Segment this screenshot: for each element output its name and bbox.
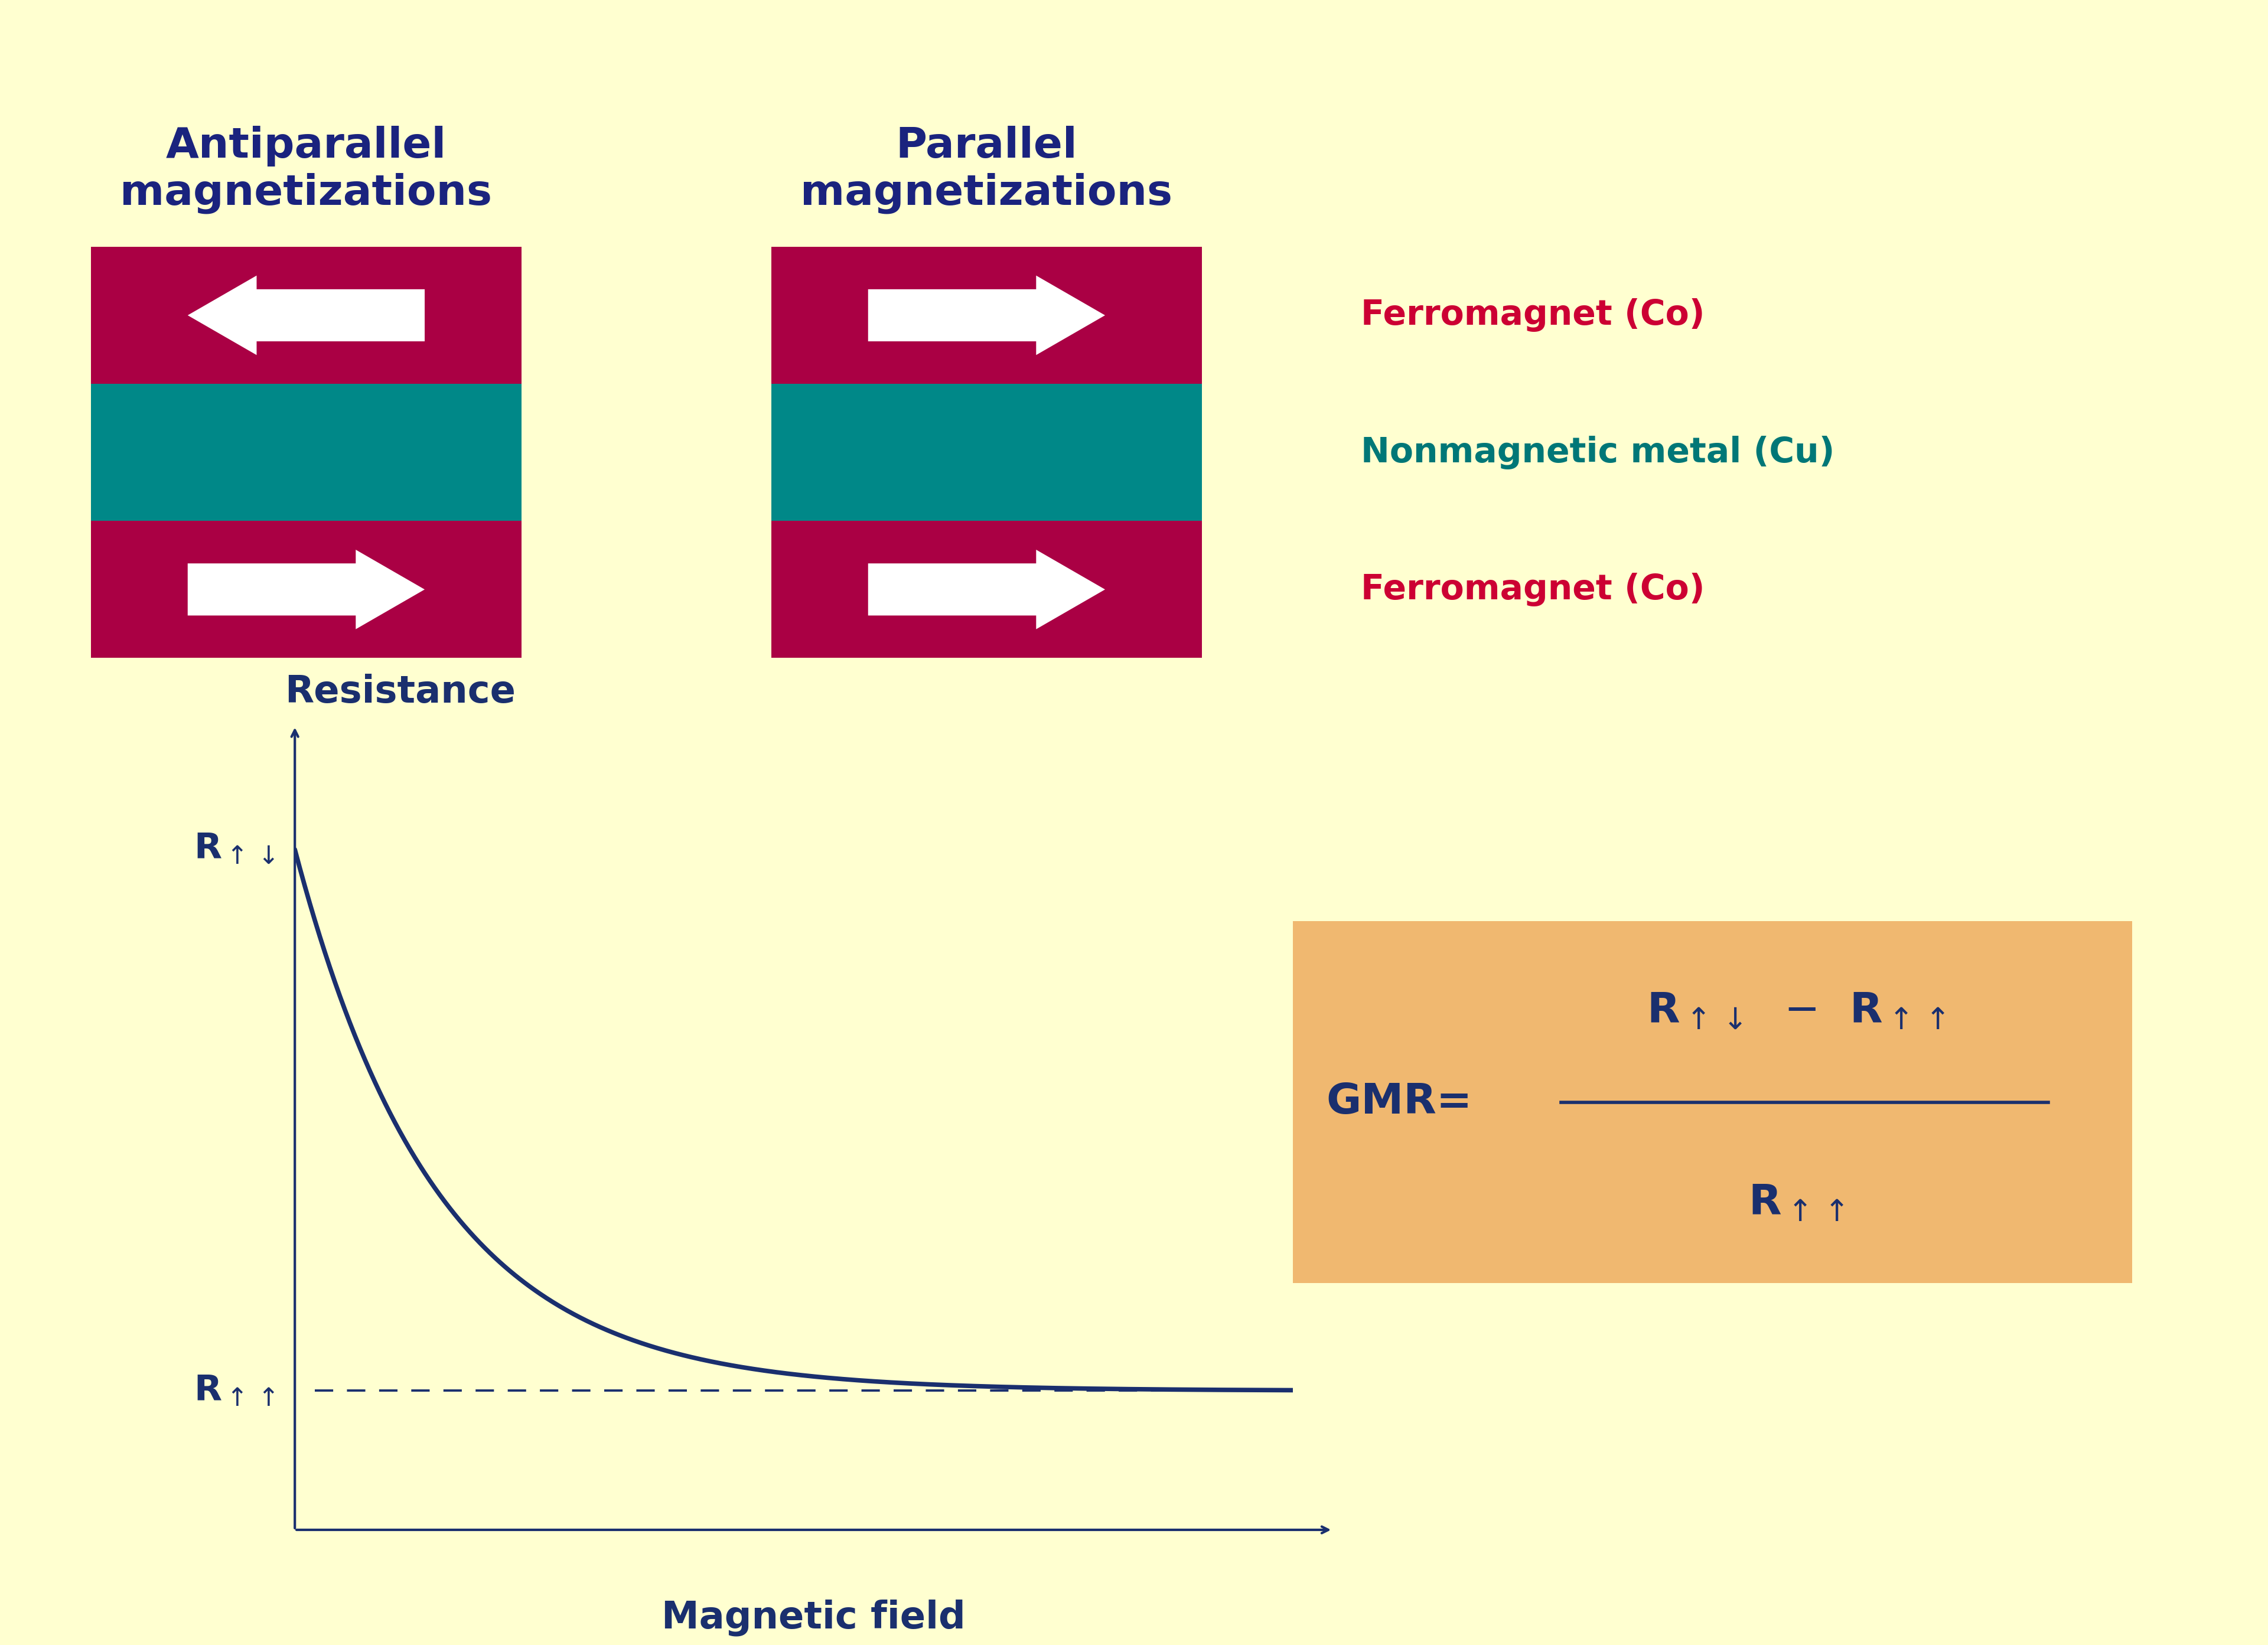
FancyArrow shape [869,549,1105,630]
Text: R$_{\uparrow\downarrow}$: R$_{\uparrow\downarrow}$ [193,832,274,867]
Bar [771,383,1202,521]
Text: Ferromagnet (Co): Ferromagnet (Co) [1361,298,1706,332]
Text: Parallel
magnetizations: Parallel magnetizations [801,125,1173,214]
Text: R$_{\uparrow\uparrow}$: R$_{\uparrow\uparrow}$ [1749,1183,1844,1224]
Text: GMR=: GMR= [1327,1082,1472,1122]
FancyArrow shape [188,549,424,630]
Text: Magnetic field: Magnetic field [662,1599,966,1637]
Text: Resistance: Resistance [286,674,515,711]
Text: R$_{\uparrow\downarrow}$  $-$  R$_{\uparrow\uparrow}$: R$_{\uparrow\downarrow}$ $-$ R$_{\uparro… [1647,992,1946,1031]
Text: Nonmagnetic metal (Cu): Nonmagnetic metal (Cu) [1361,436,1835,469]
Bar [91,247,522,383]
Text: Antiparallel
magnetizations: Antiparallel magnetizations [120,125,492,214]
Bar [771,247,1202,383]
FancyArrow shape [188,275,424,355]
Bar [91,521,522,658]
Text: R$_{\uparrow\uparrow}$: R$_{\uparrow\uparrow}$ [193,1374,274,1408]
Bar [771,521,1202,658]
Text: Ferromagnet (Co): Ferromagnet (Co) [1361,572,1706,607]
FancyArrow shape [869,275,1105,355]
Bar [91,383,522,521]
